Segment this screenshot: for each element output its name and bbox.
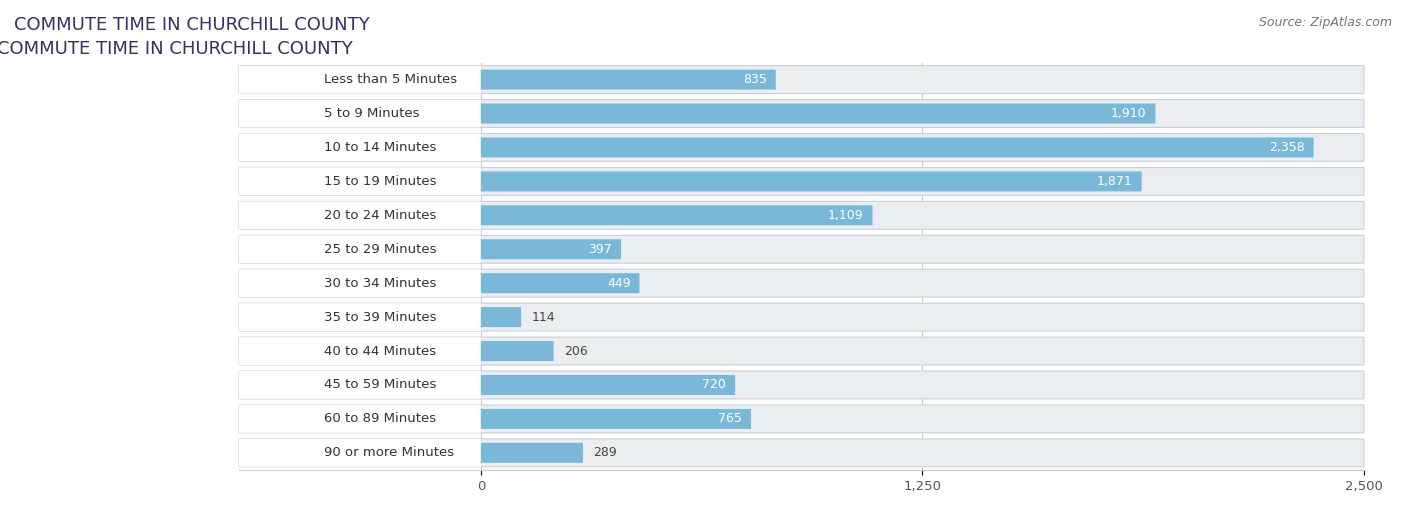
Text: 2,358: 2,358	[1270, 141, 1305, 154]
Text: 114: 114	[531, 311, 555, 324]
FancyBboxPatch shape	[481, 375, 735, 395]
Text: 397: 397	[589, 243, 612, 256]
Text: 35 to 39 Minutes: 35 to 39 Minutes	[323, 311, 436, 324]
FancyBboxPatch shape	[481, 273, 640, 293]
Text: 449: 449	[607, 277, 631, 290]
FancyBboxPatch shape	[239, 168, 481, 195]
Text: COMMUTE TIME IN CHURCHILL COUNTY: COMMUTE TIME IN CHURCHILL COUNTY	[0, 40, 353, 58]
FancyBboxPatch shape	[481, 137, 1313, 158]
Text: 60 to 89 Minutes: 60 to 89 Minutes	[323, 412, 436, 425]
Text: 1,871: 1,871	[1097, 175, 1133, 188]
Text: 10 to 14 Minutes: 10 to 14 Minutes	[323, 141, 436, 154]
FancyBboxPatch shape	[239, 439, 481, 467]
FancyBboxPatch shape	[239, 201, 481, 229]
Text: 1,109: 1,109	[828, 209, 863, 222]
FancyBboxPatch shape	[481, 103, 1156, 124]
Text: 90 or more Minutes: 90 or more Minutes	[323, 446, 454, 459]
FancyBboxPatch shape	[239, 337, 1364, 365]
Text: 20 to 24 Minutes: 20 to 24 Minutes	[323, 209, 436, 222]
Text: 206: 206	[564, 345, 588, 358]
Text: 40 to 44 Minutes: 40 to 44 Minutes	[323, 345, 436, 358]
Text: 45 to 59 Minutes: 45 to 59 Minutes	[323, 378, 436, 392]
Text: 835: 835	[742, 73, 766, 86]
FancyBboxPatch shape	[239, 269, 1364, 297]
FancyBboxPatch shape	[239, 371, 1364, 399]
FancyBboxPatch shape	[239, 371, 481, 399]
FancyBboxPatch shape	[239, 134, 1364, 161]
FancyBboxPatch shape	[239, 66, 1364, 93]
FancyBboxPatch shape	[481, 205, 873, 226]
FancyBboxPatch shape	[481, 307, 522, 327]
FancyBboxPatch shape	[481, 443, 583, 463]
FancyBboxPatch shape	[481, 171, 1142, 192]
FancyBboxPatch shape	[481, 409, 751, 429]
FancyBboxPatch shape	[239, 100, 481, 127]
FancyBboxPatch shape	[481, 69, 776, 90]
Text: 1,910: 1,910	[1111, 107, 1147, 120]
FancyBboxPatch shape	[239, 405, 1364, 433]
FancyBboxPatch shape	[239, 269, 481, 297]
Text: 720: 720	[703, 378, 727, 392]
FancyBboxPatch shape	[239, 337, 481, 365]
Text: 25 to 29 Minutes: 25 to 29 Minutes	[323, 243, 436, 256]
FancyBboxPatch shape	[239, 405, 481, 433]
FancyBboxPatch shape	[239, 303, 481, 331]
FancyBboxPatch shape	[239, 100, 1364, 127]
FancyBboxPatch shape	[239, 439, 1364, 467]
FancyBboxPatch shape	[239, 235, 481, 263]
FancyBboxPatch shape	[239, 303, 1364, 331]
FancyBboxPatch shape	[481, 239, 621, 259]
Text: Source: ZipAtlas.com: Source: ZipAtlas.com	[1258, 16, 1392, 29]
Text: 289: 289	[593, 446, 617, 459]
Text: 15 to 19 Minutes: 15 to 19 Minutes	[323, 175, 436, 188]
Text: 765: 765	[718, 412, 742, 425]
FancyBboxPatch shape	[239, 235, 1364, 263]
Text: 5 to 9 Minutes: 5 to 9 Minutes	[323, 107, 419, 120]
Text: COMMUTE TIME IN CHURCHILL COUNTY: COMMUTE TIME IN CHURCHILL COUNTY	[14, 16, 370, 33]
FancyBboxPatch shape	[239, 201, 1364, 229]
FancyBboxPatch shape	[239, 66, 481, 93]
Text: Less than 5 Minutes: Less than 5 Minutes	[323, 73, 457, 86]
FancyBboxPatch shape	[239, 168, 1364, 195]
FancyBboxPatch shape	[239, 134, 481, 161]
FancyBboxPatch shape	[481, 341, 554, 361]
Text: 30 to 34 Minutes: 30 to 34 Minutes	[323, 277, 436, 290]
